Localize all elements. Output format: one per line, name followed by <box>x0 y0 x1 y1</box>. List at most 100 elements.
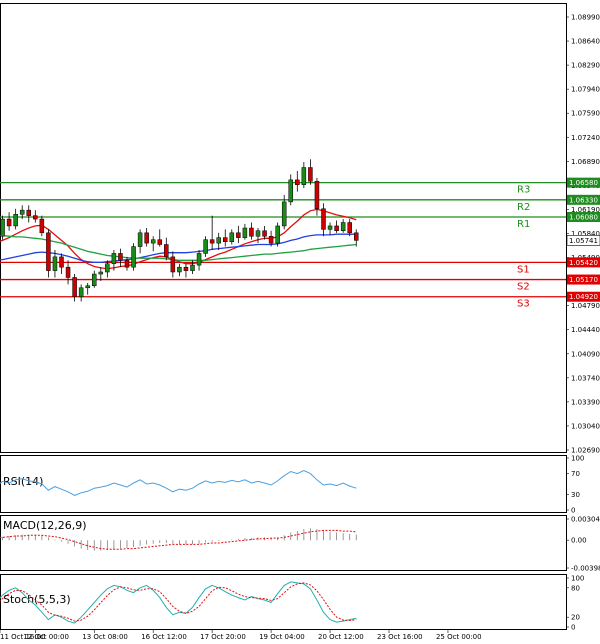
candle <box>105 260 110 278</box>
stoch-tick-label: 100 <box>571 575 584 583</box>
candle <box>347 219 352 237</box>
rsi-tick-label: 100 <box>571 455 584 463</box>
level-price-label-r1: 1.06080 <box>569 214 598 222</box>
rsi-panel-frame <box>0 455 567 513</box>
level-label-s2: S2 <box>517 282 530 293</box>
candle-body <box>216 237 221 244</box>
candle <box>170 251 176 278</box>
stoch-tick-label: 20 <box>571 614 580 622</box>
candle-body <box>157 239 162 245</box>
price-tick-label: 1.08290 <box>571 62 600 70</box>
candle <box>190 260 195 275</box>
candle <box>78 284 84 302</box>
candle <box>321 203 326 237</box>
candle-body <box>124 260 130 268</box>
candle <box>242 223 248 240</box>
candle-body <box>314 181 320 210</box>
stoch-tick-label: 80 <box>571 584 580 592</box>
candle-body <box>72 277 77 297</box>
candle-body <box>78 287 84 297</box>
price-tick-label: 1.06890 <box>571 158 600 166</box>
candle-body <box>13 214 18 227</box>
candle <box>98 267 104 281</box>
candle <box>111 249 117 271</box>
candle-body <box>255 230 261 237</box>
candle <box>0 215 5 240</box>
candle-body <box>98 271 104 275</box>
candle-body <box>209 239 215 244</box>
macd-panel[interactable]: MACD(12,26,9) 0.00304 0.00 -0.003983 <box>0 515 600 573</box>
candle <box>268 230 274 247</box>
level-price-label-s2: 1.05170 <box>569 276 598 284</box>
rsi-tick-label: 70 <box>571 470 580 478</box>
candle-body <box>334 225 339 232</box>
candle <box>340 219 346 233</box>
candle-body <box>59 256 64 268</box>
level-label-r2: R2 <box>517 202 530 213</box>
candle-body <box>301 167 307 185</box>
candle-body <box>105 263 110 273</box>
candle-body <box>190 264 195 271</box>
macd-panel-frame <box>0 515 567 571</box>
candle <box>118 248 123 268</box>
candle-body <box>111 253 117 264</box>
price-tick-label: 1.07240 <box>571 134 600 142</box>
candle <box>236 225 241 244</box>
moving-averages <box>0 208 357 270</box>
level-label-s3: S3 <box>517 299 530 310</box>
candle-body <box>203 239 208 254</box>
ma-line <box>0 234 357 261</box>
macd-tick-label: -0.003983 <box>571 565 600 573</box>
candle <box>327 222 333 235</box>
candle-body <box>354 232 359 241</box>
candle <box>295 170 300 192</box>
candle <box>203 236 208 257</box>
candle-body <box>92 273 97 286</box>
candle <box>157 229 162 247</box>
candle-body <box>183 266 189 271</box>
current-price-marker: 1.05741 <box>566 235 600 246</box>
time-tick-label: 12 Oct 00:00 <box>23 633 69 641</box>
candle-body <box>327 225 333 230</box>
candle <box>314 177 320 216</box>
candle <box>137 229 143 254</box>
rsi-axis: 100 70 30 0 <box>566 455 584 515</box>
level-price-label-r3: 1.06580 <box>569 179 598 187</box>
time-tick-label: 20 Oct 12:00 <box>318 633 364 641</box>
candle-body <box>281 201 287 227</box>
time-tick-label: 11 Oct 16:00 <box>0 633 46 641</box>
candle-body <box>196 253 202 266</box>
price-tick-label: 1.07590 <box>571 110 600 118</box>
candle-body <box>118 253 123 261</box>
candle <box>216 232 221 250</box>
candle <box>46 229 51 278</box>
candle <box>288 174 293 206</box>
candle <box>72 274 77 302</box>
support-resistance-levels: R3 1.06580 R2 1.06330 R1 1.06080 S1 1.05420 S2 1.… <box>0 177 600 310</box>
candle <box>281 195 287 230</box>
time-tick-label: 25 Oct 00:00 <box>436 633 482 641</box>
price-tick-label: 1.08640 <box>571 38 600 46</box>
candle <box>26 205 31 223</box>
level-price-label-s3: 1.04920 <box>569 293 598 301</box>
candle-body <box>131 246 136 268</box>
price-tick-label: 1.05840 <box>571 230 600 238</box>
stoch-panel-frame <box>0 574 567 630</box>
candle-body <box>229 232 235 242</box>
level-label-r3: R3 <box>517 185 530 196</box>
rsi-tick-label: 30 <box>571 491 580 499</box>
candle <box>177 263 182 277</box>
rsi-panel[interactable]: RSI(14) 100 70 30 0 <box>0 455 584 515</box>
price-panel[interactable]: 1.08990 1.08640 1.08290 1.07940 1.07590 1.072… <box>0 3 600 455</box>
candle <box>308 159 313 185</box>
level-price-label-r2: 1.06330 <box>569 196 598 204</box>
candle <box>301 162 307 189</box>
price-tick-label: 1.07940 <box>571 86 600 94</box>
candle <box>262 225 267 240</box>
candle <box>275 222 280 247</box>
